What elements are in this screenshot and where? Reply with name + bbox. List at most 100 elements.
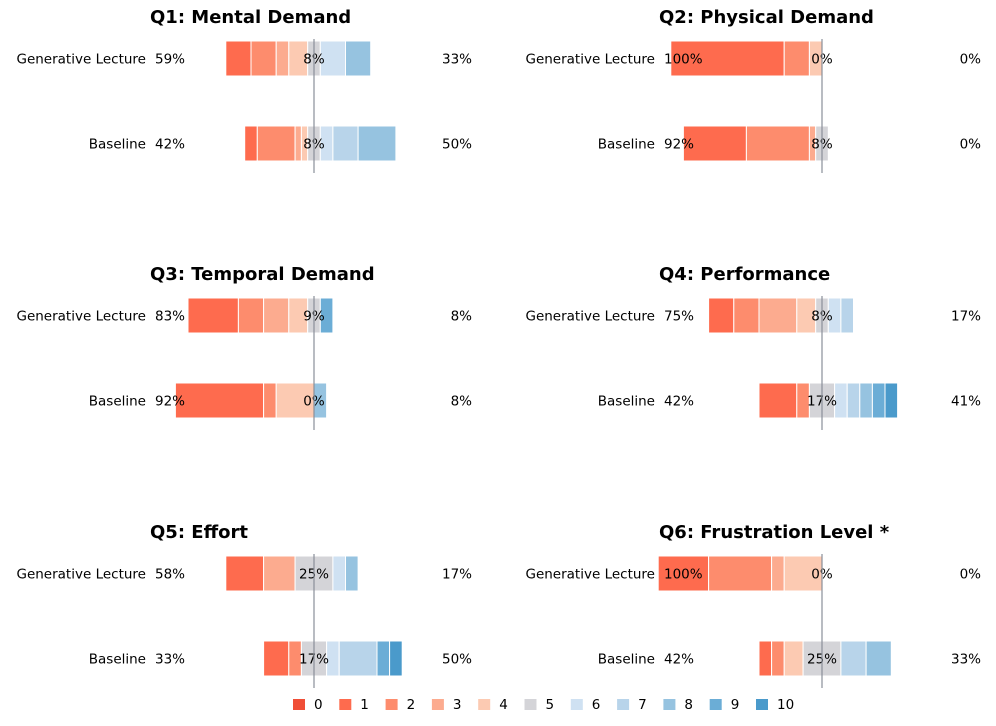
bar-segment-1 [670, 40, 785, 77]
bar-segment-3 [294, 125, 302, 162]
bar-segment-2 [708, 555, 773, 592]
bar-segment-8 [345, 555, 359, 592]
right-percent: 0% [960, 137, 982, 153]
bar-segment-1 [174, 382, 265, 419]
left-percent: 42% [664, 394, 694, 410]
legend-label-6: 6 [592, 697, 601, 713]
legend-swatch-0 [293, 699, 305, 710]
bar-segment-10 [884, 382, 899, 419]
left-percent: 42% [664, 652, 694, 668]
bar-segment-3 [275, 40, 290, 77]
right-percent: 17% [951, 309, 981, 325]
legend-swatch-6 [570, 699, 583, 710]
left-percent: 83% [155, 309, 185, 325]
right-percent: 41% [951, 394, 981, 410]
legend-swatch-2 [385, 699, 398, 710]
bar-segment-1 [187, 297, 239, 334]
left-percent: 33% [155, 652, 185, 668]
bar-segment-1 [225, 40, 252, 77]
panel-title: Q3: Temporal Demand [150, 264, 375, 285]
bar-segment-1 [708, 297, 735, 334]
panel-2: Q2: Physical Demand Generative Lecture 100… [525, 7, 981, 173]
legend-label-8: 8 [684, 697, 693, 713]
right-percent: 8% [451, 309, 473, 325]
bar-segment-1 [758, 640, 773, 677]
panel-6: Q6: Frustration Level * Generative Lectur… [525, 522, 981, 688]
bar-segment-2 [771, 640, 785, 677]
panel-title: Q2: Physical Demand [659, 7, 874, 28]
bar-segment-3 [771, 555, 785, 592]
panel-title: Q1: Mental Demand [150, 7, 351, 28]
bar-segment-8 [865, 640, 892, 677]
bar-segment-7 [846, 382, 861, 419]
row-label: Baseline [598, 394, 655, 410]
legend-label-3: 3 [453, 697, 462, 713]
bar-segment-8 [357, 125, 397, 162]
bar-segment-4 [783, 640, 804, 677]
bar-segment-9 [319, 297, 334, 334]
left-percent: 92% [664, 137, 694, 153]
bar-segment-3 [758, 297, 798, 334]
legend: 0 1 2 3 4 5 6 7 8 9 10 [293, 697, 794, 713]
right-percent: 50% [442, 652, 472, 668]
right-percent: 17% [442, 567, 472, 583]
legend-swatch-1 [339, 699, 352, 710]
bar-segment-7 [338, 640, 378, 677]
bar-segment-9 [871, 382, 886, 419]
right-percent: 33% [442, 52, 472, 68]
bar-segment-3 [263, 555, 296, 592]
legend-label-7: 7 [638, 697, 647, 713]
bar-segment-6 [332, 555, 346, 592]
bar-segment-1 [225, 555, 265, 592]
left-percent: 75% [664, 309, 694, 325]
row-label: Baseline [89, 652, 146, 668]
legend-swatch-10 [756, 699, 768, 710]
row-label: Baseline [598, 652, 655, 668]
legend-label-2: 2 [407, 697, 416, 713]
row-label: Generative Lecture [525, 52, 655, 68]
legend-label-1: 1 [360, 697, 369, 713]
row-label: Generative Lecture [16, 52, 146, 68]
right-percent: 33% [951, 652, 981, 668]
left-percent: 42% [155, 137, 185, 153]
bar-segment-10 [389, 640, 403, 677]
bar-segment-2 [263, 382, 277, 419]
bar-segment-6 [319, 40, 346, 77]
panel-3: Q3: Temporal Demand Generative Lecture 83%… [16, 264, 472, 430]
legend-swatch-8 [663, 699, 676, 710]
bar-segment-8 [859, 382, 873, 419]
legend-label-10: 10 [777, 697, 794, 713]
right-percent: 50% [442, 137, 472, 153]
bar-segment-2 [250, 40, 277, 77]
bar-segment-2 [237, 297, 265, 334]
panel-title: Q5: Effort [150, 522, 248, 543]
legend-label-4: 4 [499, 697, 508, 713]
left-percent: 100% [664, 567, 703, 583]
legend-label-5: 5 [546, 697, 555, 713]
row-label: Baseline [89, 394, 146, 410]
row-label: Generative Lecture [16, 567, 146, 583]
legend-swatch-5 [524, 699, 537, 710]
bar-segment-4 [783, 555, 823, 592]
bar-segment-7 [332, 125, 359, 162]
panel-title: Q6: Frustration Level * [659, 522, 890, 543]
bar-segment-1 [263, 640, 290, 677]
row-label: Baseline [89, 137, 146, 153]
right-percent: 0% [960, 52, 982, 68]
bar-segment-7 [840, 640, 867, 677]
legend-label-9: 9 [731, 697, 740, 713]
left-percent: 59% [155, 52, 185, 68]
left-percent: 92% [155, 394, 185, 410]
bar-segment-2 [256, 125, 296, 162]
row-label: Baseline [598, 137, 655, 153]
legend-swatch-4 [478, 699, 491, 710]
legend-swatch-3 [431, 699, 444, 710]
right-percent: 8% [451, 394, 473, 410]
bar-segment-2 [783, 40, 810, 77]
left-percent: 58% [155, 567, 185, 583]
bar-segment-7 [840, 297, 855, 334]
